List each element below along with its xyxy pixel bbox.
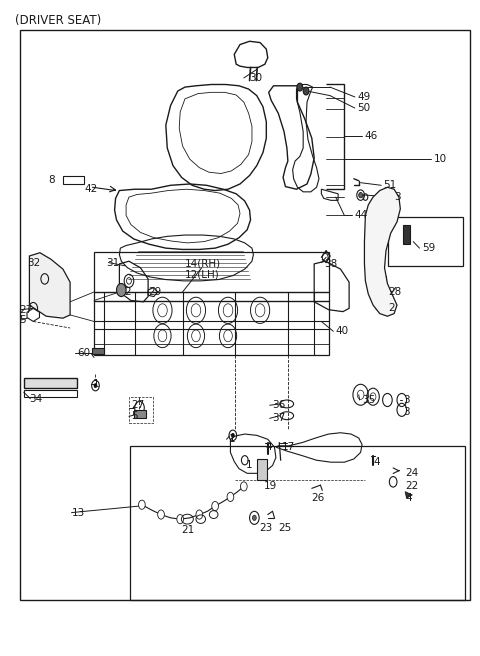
Bar — [24, 379, 77, 388]
Circle shape — [231, 434, 234, 438]
Text: 10: 10 — [434, 154, 447, 164]
Text: 35: 35 — [362, 395, 375, 405]
Bar — [92, 348, 104, 354]
Text: 3: 3 — [403, 407, 409, 417]
Circle shape — [212, 501, 218, 510]
Bar — [134, 410, 146, 418]
Text: 29: 29 — [148, 287, 161, 297]
Text: 13: 13 — [72, 508, 85, 518]
Text: 3: 3 — [403, 395, 409, 405]
Text: 19: 19 — [264, 482, 277, 491]
Text: 22: 22 — [405, 481, 419, 491]
Text: 3: 3 — [394, 192, 401, 202]
Text: 38: 38 — [324, 259, 337, 269]
Text: 37: 37 — [273, 413, 286, 423]
Text: 8: 8 — [48, 175, 55, 185]
Bar — [63, 176, 84, 184]
Text: 31: 31 — [106, 258, 119, 268]
Circle shape — [117, 283, 126, 297]
Text: 59: 59 — [422, 243, 435, 253]
Bar — [94, 252, 328, 356]
Text: 27: 27 — [131, 400, 144, 410]
Text: 4: 4 — [405, 493, 412, 503]
Text: 46: 46 — [364, 131, 378, 141]
Polygon shape — [405, 491, 412, 498]
Text: 44: 44 — [355, 211, 368, 220]
Bar — [368, 276, 386, 290]
Text: 26: 26 — [311, 493, 324, 503]
Text: 4: 4 — [373, 457, 380, 467]
Text: 2: 2 — [124, 287, 131, 297]
Circle shape — [196, 510, 203, 519]
Circle shape — [303, 87, 309, 95]
Text: 51: 51 — [384, 180, 397, 190]
Text: 4: 4 — [265, 442, 272, 452]
Text: 1: 1 — [229, 434, 236, 444]
Polygon shape — [29, 253, 70, 318]
Circle shape — [177, 514, 183, 523]
Text: 23: 23 — [259, 523, 272, 533]
Bar — [403, 224, 410, 244]
Text: 30: 30 — [250, 73, 263, 83]
Circle shape — [227, 492, 234, 501]
Text: 60: 60 — [77, 348, 90, 358]
Text: 2: 2 — [388, 303, 395, 314]
Text: 27: 27 — [19, 304, 32, 315]
Circle shape — [240, 482, 247, 491]
Text: 36: 36 — [273, 400, 286, 410]
Text: 21: 21 — [181, 525, 195, 535]
Circle shape — [139, 500, 145, 509]
Text: 1: 1 — [246, 460, 252, 470]
Bar — [257, 459, 267, 480]
Text: 5: 5 — [19, 315, 25, 325]
Text: 25: 25 — [278, 523, 291, 533]
Circle shape — [297, 83, 303, 91]
Text: (DRIVER SEAT): (DRIVER SEAT) — [15, 14, 101, 27]
Text: 49: 49 — [357, 92, 371, 102]
Text: 12(LH): 12(LH) — [185, 270, 220, 279]
Bar — [20, 30, 470, 600]
Text: 50: 50 — [357, 103, 371, 113]
Bar — [388, 216, 463, 266]
Text: 42: 42 — [84, 184, 98, 194]
Polygon shape — [364, 187, 400, 316]
Text: 5: 5 — [131, 411, 137, 421]
Circle shape — [157, 510, 164, 519]
Bar — [130, 446, 465, 600]
Text: 40: 40 — [336, 326, 349, 337]
Text: 24: 24 — [405, 468, 419, 478]
Circle shape — [359, 192, 362, 197]
Bar — [24, 390, 77, 397]
Text: 32: 32 — [27, 258, 40, 268]
Circle shape — [94, 384, 97, 388]
Text: 17: 17 — [282, 442, 295, 452]
Text: 14(RH): 14(RH) — [185, 259, 221, 269]
Text: 34: 34 — [29, 394, 43, 403]
Text: 1: 1 — [93, 379, 100, 388]
Circle shape — [252, 515, 256, 520]
Polygon shape — [27, 308, 39, 321]
Text: 28: 28 — [388, 287, 402, 297]
